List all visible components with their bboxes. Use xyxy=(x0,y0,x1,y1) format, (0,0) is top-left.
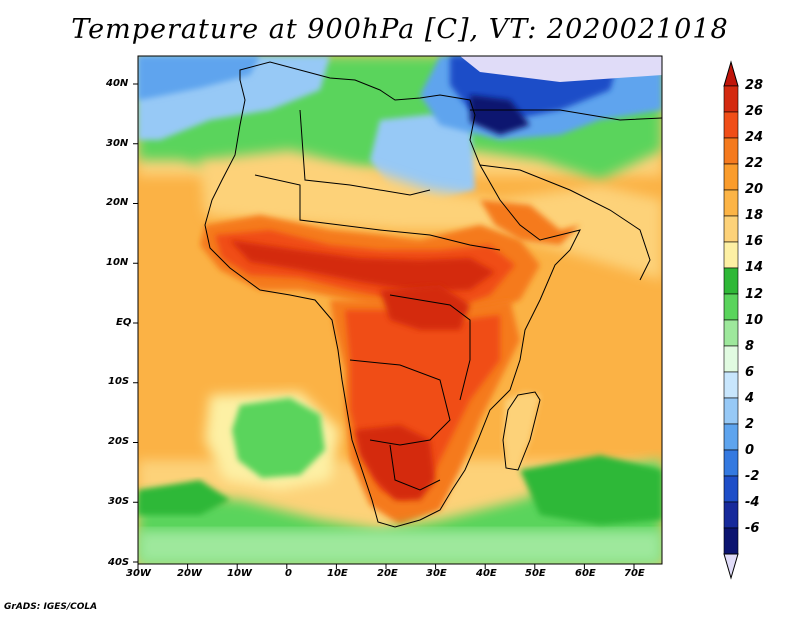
plot-frame xyxy=(137,55,663,565)
colorbar-label: 16 xyxy=(745,234,764,249)
colorbar-swatch xyxy=(723,215,739,243)
colorbar-swatch xyxy=(723,267,739,295)
colorbar-swatch xyxy=(723,137,739,165)
lon-label-20W: 20W xyxy=(177,568,202,579)
colorbar-label: 18 xyxy=(745,208,764,223)
lat-label-10N: 10N xyxy=(106,257,129,268)
lat-label-40S: 40S xyxy=(108,557,130,568)
colorbar-label: 28 xyxy=(745,78,764,93)
colorbar-over-arrow xyxy=(723,60,739,87)
colorbar-label: -2 xyxy=(745,469,760,484)
colorbar-swatch xyxy=(723,85,739,113)
colorbar-swatch xyxy=(723,397,739,425)
colorbar-label: 12 xyxy=(745,287,764,302)
lat-label-30S: 30S xyxy=(108,496,130,507)
colorbar-swatch xyxy=(723,527,739,555)
lon-label-30W: 30W xyxy=(126,568,151,579)
colorbar-swatch xyxy=(723,475,739,503)
colorbar-label: 0 xyxy=(745,443,755,458)
colorbar-label: 10 xyxy=(745,313,764,328)
colorbar-label: 2 xyxy=(745,417,755,432)
lon-label-10E: 10E xyxy=(327,568,348,579)
footer-credit: GrADS: IGES/COLA xyxy=(4,602,98,612)
colorbar-swatch xyxy=(723,111,739,139)
lat-label-EQ: EQ xyxy=(116,317,132,328)
colorbar-swatch xyxy=(723,371,739,399)
colorbar-swatch xyxy=(723,501,739,529)
lon-label-50E: 50E xyxy=(525,568,546,579)
colorbar-label: 14 xyxy=(745,260,764,275)
lat-label-20S: 20S xyxy=(108,436,130,447)
colorbar-label: 26 xyxy=(745,104,764,119)
colorbar-label: 22 xyxy=(745,156,764,171)
colorbar-swatch xyxy=(723,319,739,347)
colorbar-swatch xyxy=(723,163,739,191)
colorbar-label: 6 xyxy=(745,365,755,380)
colorbar-label: 4 xyxy=(745,391,755,406)
lon-label-20E: 20E xyxy=(377,568,398,579)
lon-label-70E: 70E xyxy=(624,568,645,579)
lon-label-60E: 60E xyxy=(575,568,596,579)
temperature-field xyxy=(138,56,662,564)
map-title: Temperature at 900hPa [C], VT: 202002101… xyxy=(71,14,729,45)
colorbar-swatch xyxy=(723,345,739,373)
lat-label-10S: 10S xyxy=(108,376,130,387)
lon-label-0: 0 xyxy=(285,568,292,579)
lat-label-30N: 30N xyxy=(106,138,129,149)
lon-label-10W: 10W xyxy=(227,568,252,579)
lon-label-30E: 30E xyxy=(426,568,447,579)
colorbar-swatch xyxy=(723,293,739,321)
colorbar-label: -6 xyxy=(745,521,760,536)
lat-label-20N: 20N xyxy=(106,197,129,208)
colorbar-under-arrow xyxy=(723,553,739,580)
colorbar-label: 8 xyxy=(745,339,755,354)
coastlines xyxy=(204,61,662,528)
colorbar xyxy=(723,60,739,580)
colorbar-swatch xyxy=(723,449,739,477)
colorbar-label: 24 xyxy=(745,130,764,145)
colorbar-swatch xyxy=(723,189,739,217)
lat-label-40N: 40N xyxy=(106,78,129,89)
colorbar-swatch xyxy=(723,241,739,269)
colorbar-label: 20 xyxy=(745,182,764,197)
colorbar-swatch xyxy=(723,423,739,451)
lon-label-40E: 40E xyxy=(476,568,497,579)
colorbar-label: -4 xyxy=(745,495,760,510)
